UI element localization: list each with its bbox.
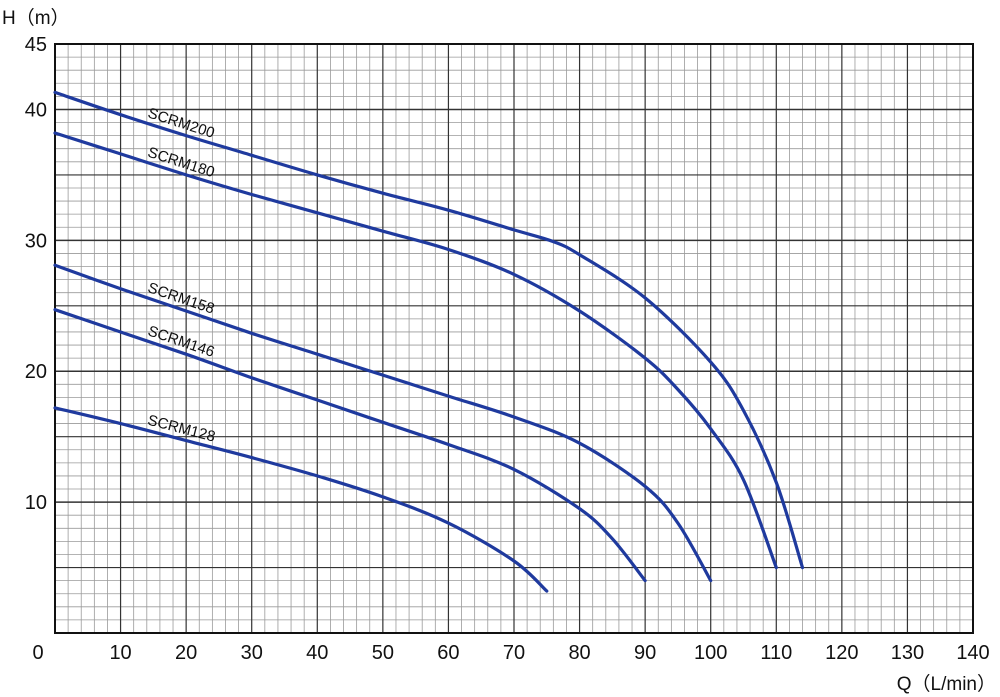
y-tick-label: 45 (25, 34, 47, 56)
x-tick-label: 140 (956, 642, 989, 664)
major-gridlines (55, 44, 973, 633)
x-tick-label: 100 (694, 642, 727, 664)
x-tick-label: 90 (634, 642, 656, 664)
x-tick-label: 30 (241, 642, 263, 664)
x-axis-tick-labels: 0 10 20 30 40 50 60 70 80 90 100 110 120 130 140 (32, 642, 989, 664)
y-axis-title: H（m） (2, 7, 70, 29)
x-tick-label: 20 (175, 642, 197, 664)
x-tick-label: 60 (437, 642, 459, 664)
series-curves (53, 90, 805, 593)
series-line (53, 308, 647, 583)
y-tick-label: 20 (25, 361, 47, 383)
y-tick-label: 10 (25, 492, 47, 514)
x-tick-label: 0 (32, 642, 43, 664)
x-tick-label: 10 (109, 642, 131, 664)
x-tick-label: 130 (891, 642, 924, 664)
x-tick-label: 40 (306, 642, 328, 664)
series-line (53, 90, 805, 570)
y-tick-label: 30 (25, 230, 47, 252)
y-tick-label: 40 (25, 99, 47, 121)
y-axis-tick-labels: 10 20 30 40 45 (25, 34, 47, 514)
plot-frame (54, 43, 974, 634)
x-tick-label: 120 (825, 642, 858, 664)
x-tick-label: 50 (372, 642, 394, 664)
series-line (53, 131, 778, 570)
x-axis-title: Q（L/min） (897, 673, 996, 695)
series-line (53, 263, 713, 583)
x-tick-label: 80 (568, 642, 590, 664)
x-tick-label: 110 (760, 642, 792, 664)
x-tick-label: 70 (503, 642, 525, 664)
series-line (53, 406, 549, 593)
